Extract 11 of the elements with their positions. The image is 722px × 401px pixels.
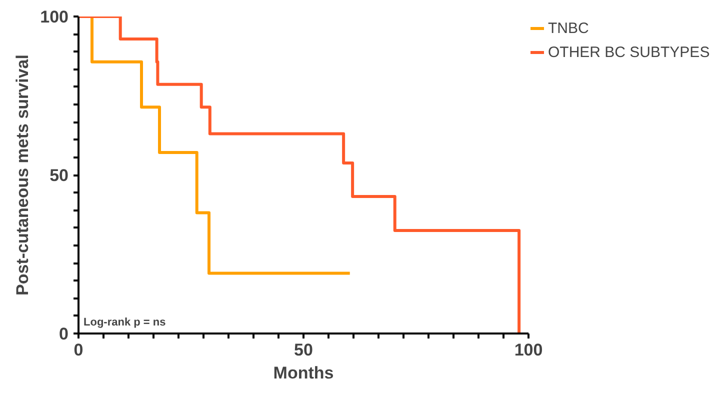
annotation: Log-rank p = ns bbox=[84, 316, 166, 328]
y-tick-label: 100 bbox=[40, 8, 69, 26]
y-axis-title: Post-cutaneous mets survival bbox=[13, 54, 32, 296]
x-tick-label: 50 bbox=[294, 340, 313, 360]
x-tick-label: 100 bbox=[514, 340, 543, 360]
y-tick-label: 50 bbox=[50, 166, 69, 185]
legend-label: OTHER BC SUBTYPES bbox=[548, 44, 710, 60]
x-tick-label: 0 bbox=[74, 340, 84, 360]
legend-label: TNBC bbox=[548, 20, 589, 36]
x-axis-title: Months bbox=[273, 364, 334, 382]
y-tick-label: 0 bbox=[59, 324, 69, 344]
